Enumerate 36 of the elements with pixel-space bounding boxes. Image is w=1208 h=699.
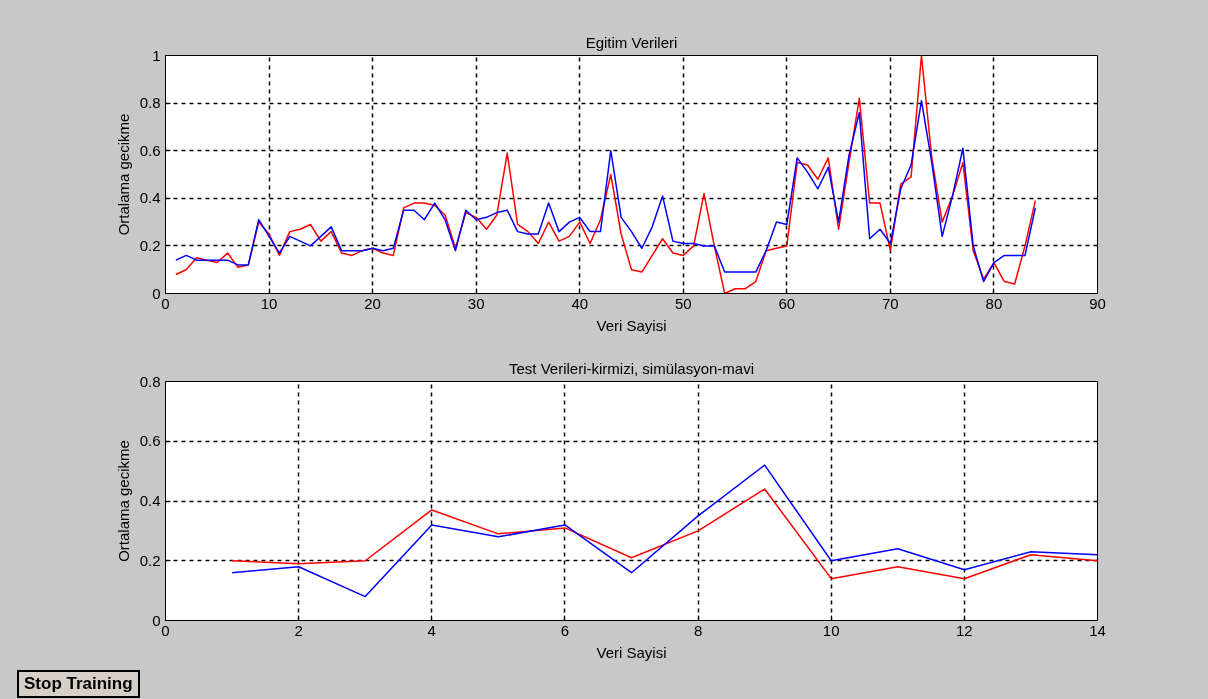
y-tick-label: 0.4 (139, 189, 161, 207)
x-tick-label: 80 (985, 294, 1003, 312)
x-axis-title: Veri Sayisi (596, 316, 667, 334)
chart-title: Test Verileri-kirmizi, simülasyon-mavi (508, 359, 755, 377)
chart-title: Egitim Verileri (585, 33, 678, 51)
text: Stop Training (17, 670, 140, 698)
line-series (175, 99, 1037, 283)
x-tick-label: 10 (822, 621, 840, 639)
x-axis-title: Veri Sayisi (596, 643, 667, 661)
y-tick-label: 0.2 (139, 551, 161, 569)
x-tick-label: 70 (882, 294, 899, 312)
y-tick-label: 0.8 (139, 372, 161, 390)
line-series (231, 488, 1098, 580)
x-tick-label: 4 (427, 621, 436, 639)
y-tick-label: 0.4 (139, 492, 161, 509)
line-series (231, 464, 1098, 598)
x-tick-label: 10 (260, 294, 278, 312)
x-tick-label: 6 (560, 621, 570, 639)
y-tick-label: 0.6 (139, 141, 161, 159)
x-tick-label: 40 (571, 294, 589, 312)
x-tick-label: 8 (693, 621, 703, 639)
x-tick-label: 30 (467, 294, 485, 312)
y-axis-title: Ortalama gecikme (114, 440, 132, 562)
y-tick-label: 0.8 (139, 94, 161, 112)
line-series (175, 55, 1037, 294)
x-tick-label: 60 (778, 294, 796, 312)
x-tick-label: 90 (1089, 294, 1106, 312)
y-tick-label: 0.6 (139, 432, 161, 450)
y-tick-label: 0.2 (139, 236, 161, 254)
x-tick-label: 50 (674, 294, 692, 312)
x-tick-label: 14 (1089, 621, 1106, 639)
x-tick-label: 12 (956, 621, 973, 639)
x-tick-label: 2 (294, 621, 303, 639)
y-axis-title: Ortalama gecikme (114, 113, 132, 236)
y-tick-label: 1 (152, 46, 161, 64)
x-tick-label: 20 (364, 294, 381, 312)
